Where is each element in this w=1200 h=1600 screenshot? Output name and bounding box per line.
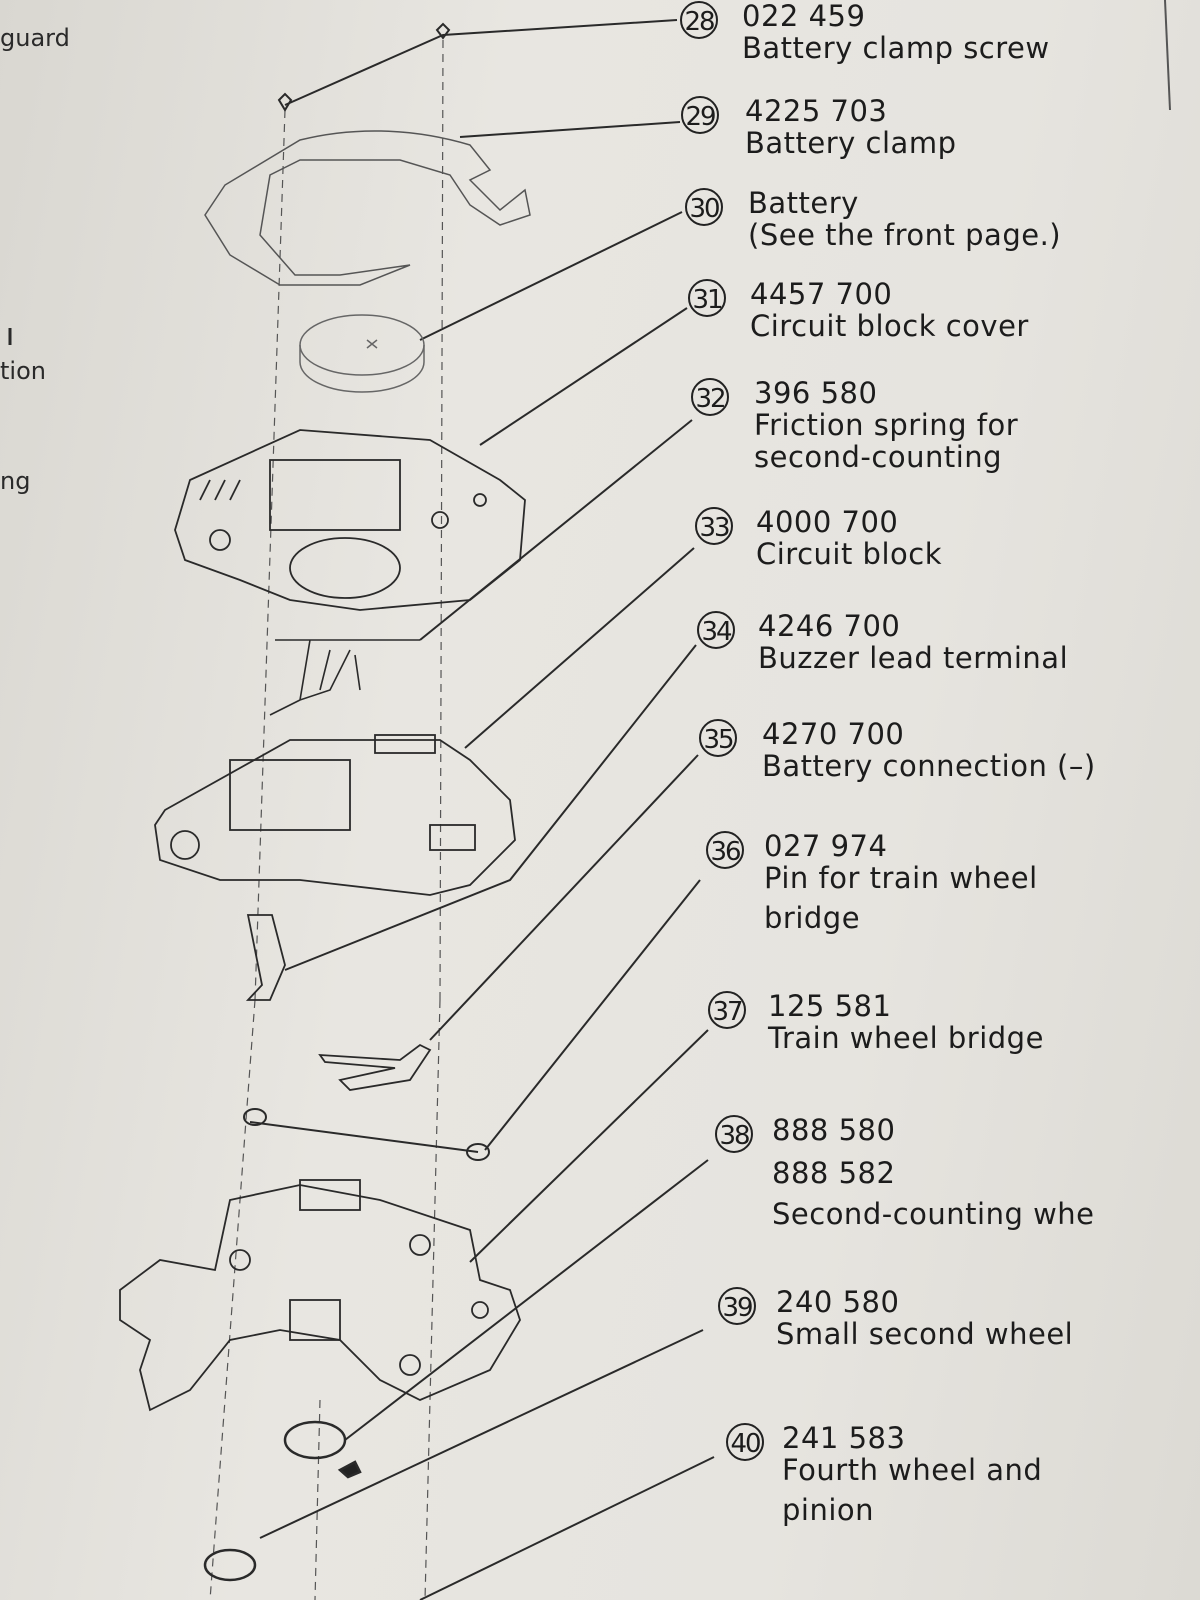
part-name: second-counting: [754, 440, 1003, 474]
part-name: Second-counting whe: [772, 1197, 1095, 1231]
friction-spring: [269, 639, 420, 716]
callout-number: 34: [697, 611, 735, 649]
margin-fragment: tion: [0, 357, 46, 385]
callout-number: 29: [681, 96, 719, 134]
part-code: 888 580: [772, 1113, 896, 1147]
train-wheel-bridge-pins: [243, 1108, 490, 1161]
second-counting-wheel: [283, 1420, 362, 1479]
part-code: 240 580: [776, 1285, 900, 1319]
small-second-wheel: [203, 1548, 257, 1582]
battery-connection: [318, 1043, 432, 1091]
callout-number: 33: [695, 507, 733, 545]
part-code: 4457 700: [750, 277, 893, 311]
part-name: Battery clamp: [745, 126, 957, 160]
part-code: Battery: [748, 186, 859, 220]
part-name: Small second wheel: [776, 1317, 1074, 1351]
margin-fragment: ng: [0, 467, 31, 495]
battery: [299, 314, 425, 393]
part-name: Battery clamp screw: [742, 31, 1050, 65]
part-name: Circuit block: [756, 537, 943, 571]
part-code: 4270 700: [762, 717, 905, 751]
part-name: Buzzer lead terminal: [758, 641, 1069, 675]
battery-clamp-screws: [277, 22, 451, 112]
callout-number: 36: [706, 831, 744, 869]
callout-number: 28: [680, 1, 718, 39]
alignment-axes: [209, 39, 444, 1600]
part-code: 125 581: [768, 989, 892, 1023]
part-name: Fourth wheel and: [782, 1453, 1043, 1487]
part-name: (See the front page.): [748, 218, 1062, 252]
page-edge-line: [1164, 0, 1171, 111]
callout-number: 38: [715, 1115, 753, 1153]
battery-clamp: [204, 130, 531, 286]
circuit-block-cover: [174, 429, 526, 611]
callout-number: 31: [688, 279, 726, 317]
callout-number: 39: [718, 1287, 756, 1325]
callout-number: 32: [691, 378, 729, 416]
margin-fragment: guard: [0, 24, 70, 52]
part-name: Circuit block cover: [750, 309, 1029, 343]
part-name: pinion: [782, 1493, 875, 1527]
part-code: 027 974: [764, 829, 888, 863]
leader-lines: [249, 19, 715, 1600]
part-name: Battery connection (–): [762, 749, 1096, 783]
part-code: 4225 703: [745, 94, 888, 128]
callout-number: 37: [708, 991, 746, 1029]
part-code: 888 582: [772, 1156, 896, 1190]
circuit-block: [154, 734, 516, 896]
train-wheel-bridge: [119, 1179, 521, 1412]
callout-number: 40: [726, 1423, 764, 1461]
callout-number: 30: [685, 188, 723, 226]
part-name: Pin for train wheel: [764, 861, 1038, 895]
part-code: 4000 700: [756, 505, 899, 539]
buzzer-lead-terminal: [245, 914, 286, 1001]
callout-number: 35: [699, 719, 737, 757]
part-code: 022 459: [742, 0, 866, 33]
part-code: 396 580: [754, 376, 878, 410]
part-name: Friction spring for: [754, 408, 1019, 442]
part-name: bridge: [764, 901, 861, 935]
part-code: 241 583: [782, 1421, 906, 1455]
part-name: Train wheel bridge: [768, 1021, 1044, 1055]
part-code: 4246 700: [758, 609, 901, 643]
